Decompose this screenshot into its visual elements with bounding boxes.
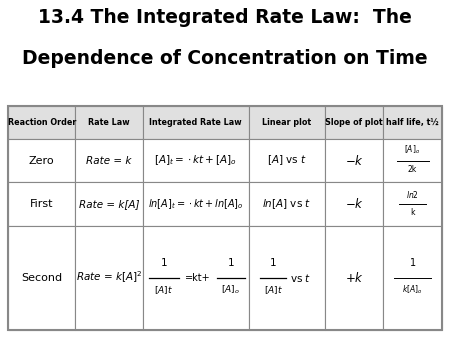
Bar (8, 106, 75, 139)
Text: $-k$: $-k$ (345, 197, 364, 211)
Bar (8, 139, 75, 182)
Text: $[A]$ vs $t$: $[A]$ vs $t$ (267, 154, 307, 167)
Bar (8, 226, 75, 330)
Text: vs $t$: vs $t$ (290, 272, 311, 284)
Text: Rate = k[A]: Rate = k[A] (79, 199, 139, 209)
Text: Integrated Rate Law: Integrated Rate Law (149, 118, 242, 127)
Bar (249, 106, 325, 139)
Bar (249, 182, 325, 226)
Bar (75, 226, 143, 330)
Text: $ln[A]_t = \cdot kt + ln[A]_o$: $ln[A]_t = \cdot kt + ln[A]_o$ (148, 197, 243, 211)
Text: Rate = k: Rate = k (86, 155, 132, 166)
Text: $ln[A]$ vs $t$: $ln[A]$ vs $t$ (262, 197, 311, 211)
Text: Second: Second (21, 273, 62, 283)
Bar (75, 139, 143, 182)
Bar (325, 139, 383, 182)
Bar (383, 226, 442, 330)
Text: $[A]t$: $[A]t$ (154, 284, 173, 296)
Text: Dependence of Concentration on Time: Dependence of Concentration on Time (22, 49, 428, 68)
Bar (325, 226, 383, 330)
Text: $ln2$: $ln2$ (406, 189, 419, 200)
Bar (143, 182, 249, 226)
Text: Zero: Zero (29, 155, 54, 166)
Text: Slope of plot: Slope of plot (325, 118, 383, 127)
Bar (383, 106, 442, 139)
Text: $[A]_o$: $[A]_o$ (405, 144, 421, 156)
Bar (143, 139, 249, 182)
Text: $[A]_t = \cdot kt + [A]_o$: $[A]_t = \cdot kt + [A]_o$ (154, 154, 237, 167)
Bar (249, 139, 325, 182)
Text: Linear plot: Linear plot (262, 118, 311, 127)
Bar (8, 182, 75, 226)
Text: 1: 1 (270, 258, 276, 268)
Bar (143, 106, 249, 139)
Text: $[A]t$: $[A]t$ (264, 284, 283, 296)
Text: k: k (410, 209, 415, 217)
Text: 2k: 2k (408, 165, 417, 174)
Bar (8, 106, 442, 330)
Bar (325, 182, 383, 226)
Bar (75, 106, 143, 139)
Bar (75, 182, 143, 226)
Text: Reaction Order: Reaction Order (8, 118, 76, 127)
Text: half life, t½: half life, t½ (386, 118, 439, 127)
Text: 13.4 The Integrated Rate Law:  The: 13.4 The Integrated Rate Law: The (38, 8, 412, 27)
Text: Rate Law: Rate Law (88, 118, 130, 127)
Text: 1: 1 (410, 258, 416, 268)
Bar (325, 106, 383, 139)
Text: =kt+: =kt+ (185, 273, 211, 283)
Bar (383, 182, 442, 226)
Bar (143, 226, 249, 330)
Text: Rate = k$[A]^2$: Rate = k$[A]^2$ (76, 270, 142, 286)
Text: 1: 1 (228, 258, 234, 268)
Text: $k[A]_o$: $k[A]_o$ (402, 284, 423, 296)
Bar (249, 226, 325, 330)
Text: $-k$: $-k$ (345, 153, 364, 168)
Text: 1: 1 (161, 258, 167, 268)
Text: $[A]_o$: $[A]_o$ (221, 284, 240, 296)
Bar (383, 139, 442, 182)
Text: $+k$: $+k$ (345, 271, 364, 285)
Text: First: First (30, 199, 54, 209)
